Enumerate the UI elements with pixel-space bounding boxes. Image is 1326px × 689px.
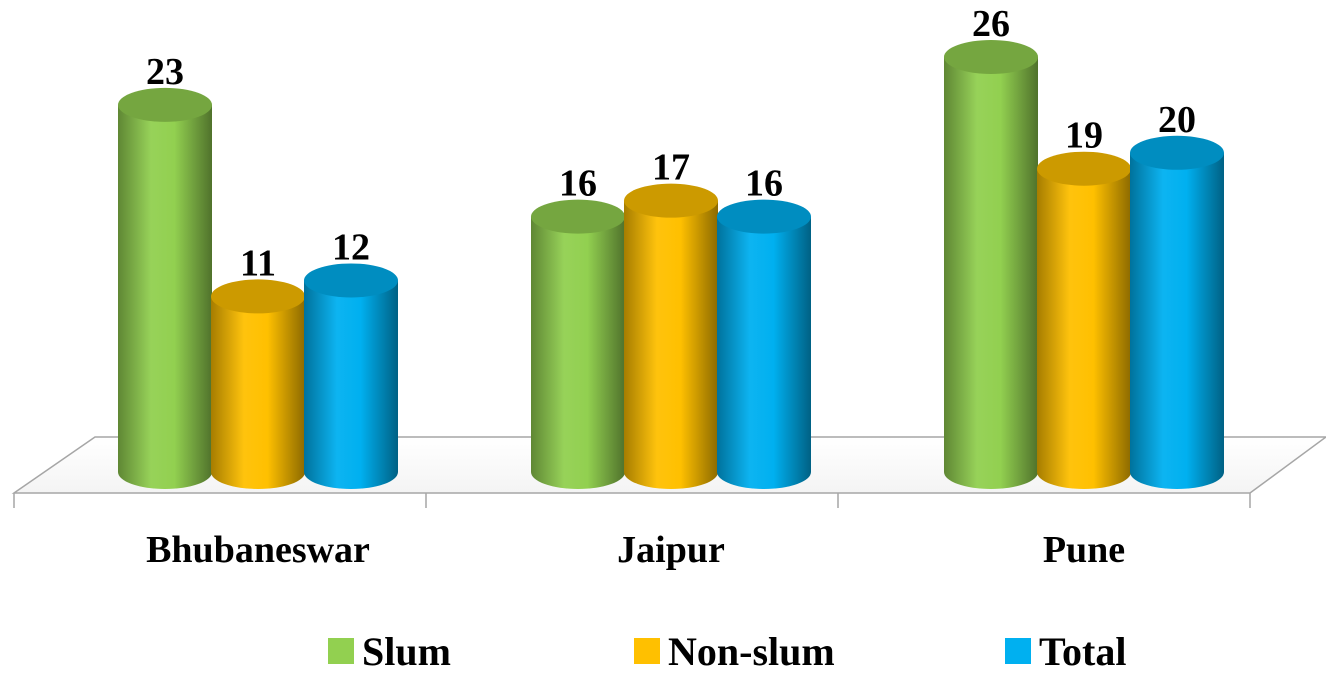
bar-pune-slum: [944, 40, 1038, 489]
legend-item-slum: Slum: [328, 621, 451, 681]
value-label-pune-total: 20: [1158, 99, 1196, 141]
category-label-jaipur: Jaipur: [617, 529, 725, 571]
legend-swatch-total: [1005, 638, 1031, 664]
bars-group: [118, 40, 1224, 489]
value-label-jaipur-slum: 16: [559, 163, 597, 205]
chart-canvas: 23 11 12 16 17 16 26 19 20 Bhubaneswar Jaipur Pune: [11, 3, 1326, 571]
value-label-pune-non-slum: 19: [1065, 115, 1103, 157]
value-label-bhubaneswar-total: 12: [332, 226, 370, 268]
legend: Slum Non-slum Total: [0, 621, 1326, 681]
bar-bhubaneswar-slum: [118, 87, 212, 489]
legend-swatch-non-slum: [634, 638, 660, 664]
legend-label-total: Total: [1039, 628, 1127, 674]
value-label-jaipur-non-slum: 17: [652, 147, 690, 189]
bar-pune-non-slum: [1037, 151, 1131, 489]
category-label-pune: Pune: [1043, 529, 1125, 571]
legend-item-total: Total: [1005, 621, 1126, 681]
legend-label-non-slum: Non-slum: [668, 628, 835, 674]
value-label-pune-slum: 26: [972, 3, 1010, 45]
legend-label-slum: Slum: [362, 628, 451, 674]
value-label-jaipur-total: 16: [745, 163, 783, 205]
bar-bhubaneswar-total: [304, 263, 398, 489]
category-labels-group: Bhubaneswar Jaipur Pune: [146, 529, 1125, 571]
bar-jaipur-slum: [531, 199, 625, 489]
bar-jaipur-non-slum: [624, 183, 718, 489]
value-label-bhubaneswar-non-slum: 11: [240, 242, 276, 284]
bar-jaipur-total: [717, 199, 811, 489]
value-labels-group: 23 11 12 16 17 16 26 19 20: [146, 3, 1196, 284]
category-label-bhubaneswar: Bhubaneswar: [146, 529, 370, 571]
legend-item-non-slum: Non-slum: [634, 621, 835, 681]
legend-swatch-slum: [328, 638, 354, 664]
value-label-bhubaneswar-slum: 23: [146, 51, 184, 93]
bar-bhubaneswar-non-slum: [211, 279, 305, 489]
bar-pune-total: [1130, 135, 1224, 489]
